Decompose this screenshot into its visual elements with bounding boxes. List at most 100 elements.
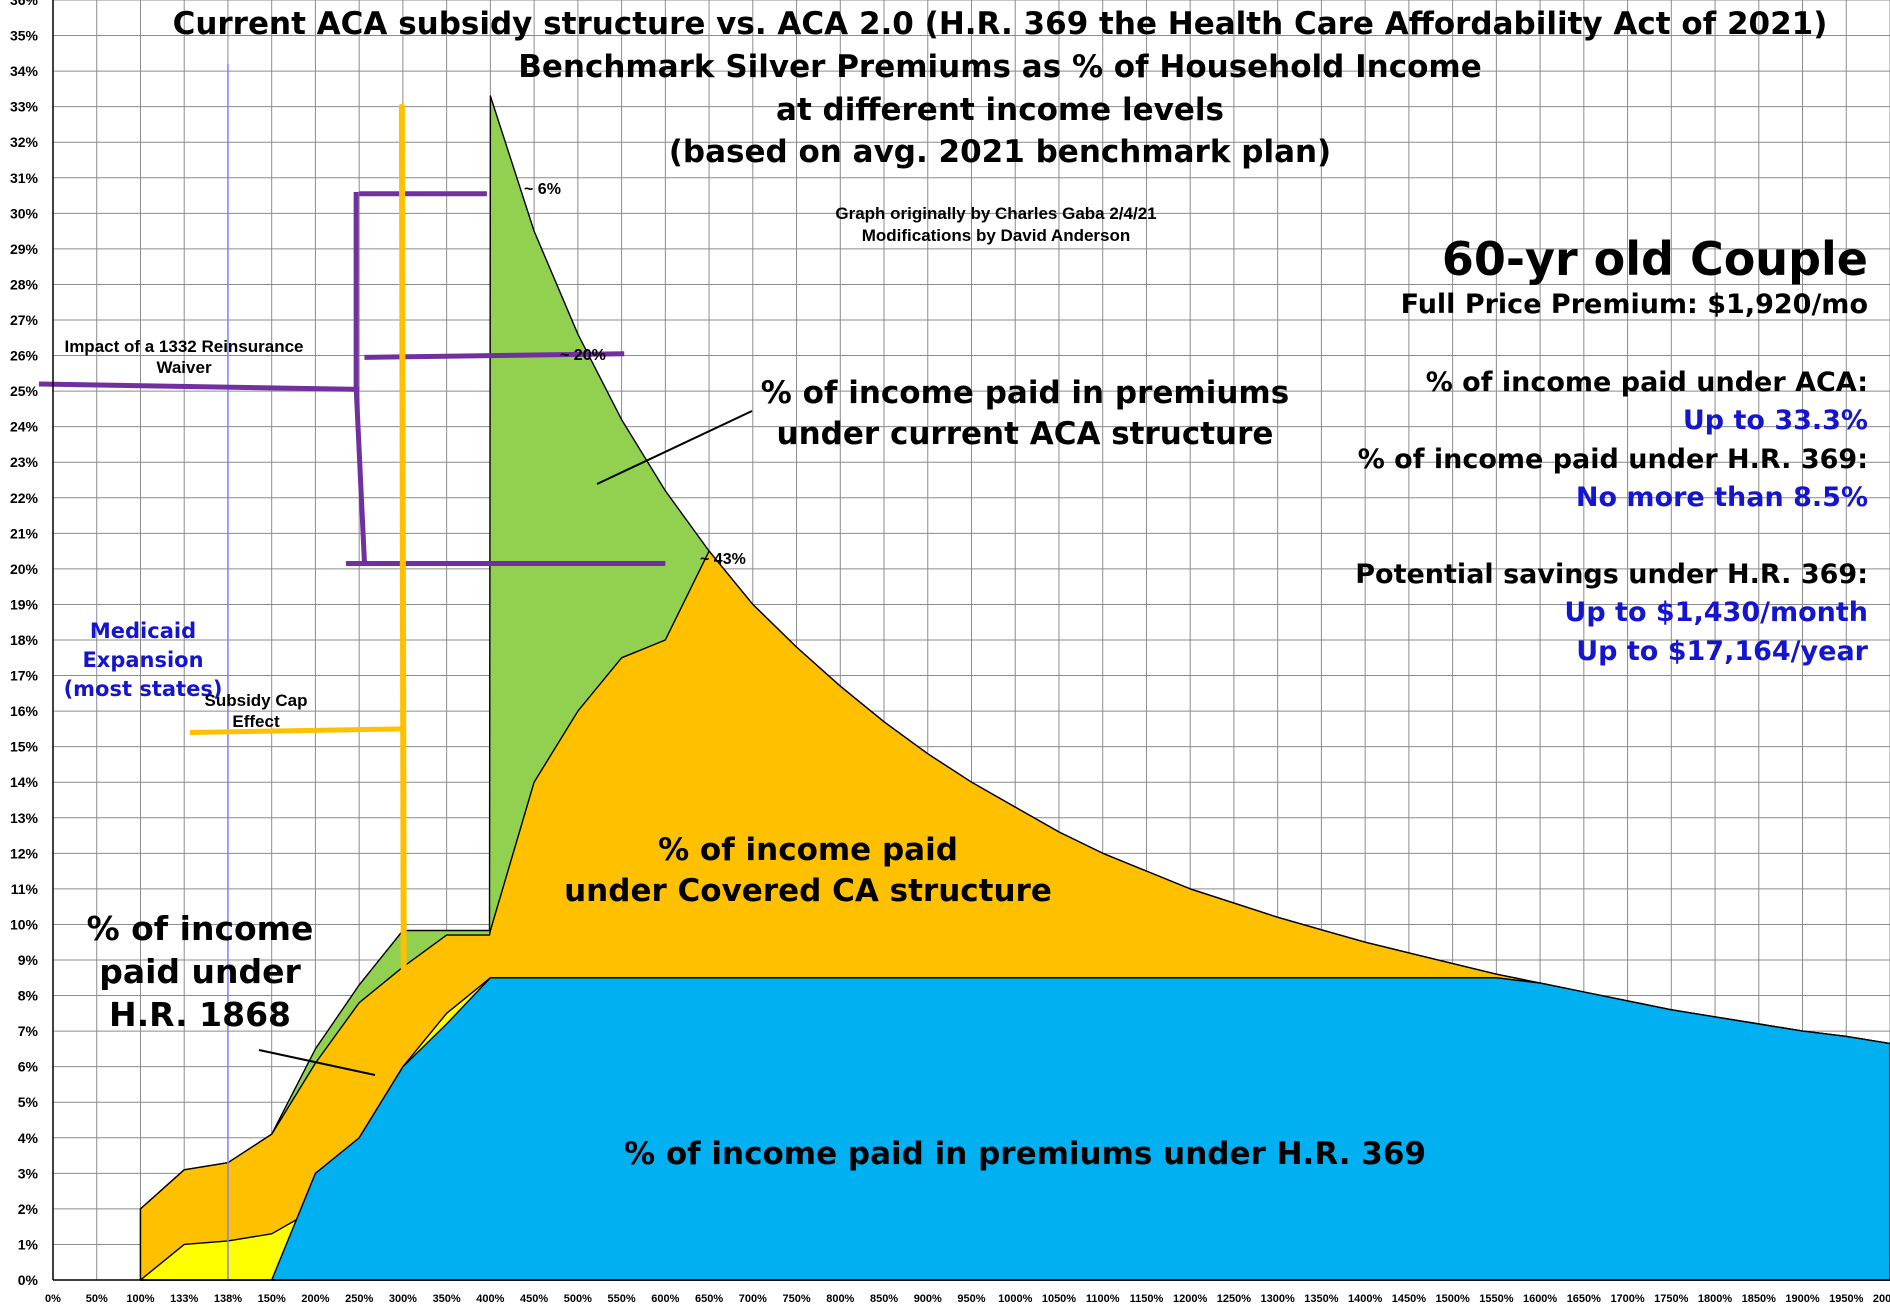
y-tick-label-28: 28%: [10, 276, 39, 292]
x-tick-label-800: 800%: [826, 1293, 854, 1305]
axis-layer: 0% 1% 2% 3% 4% 5% 6% 7% 8% 9% 10% 11% 12% 13% 14% 15% 16…: [10, 0, 1890, 1305]
info-aca-value: Up to 33.3%: [1683, 405, 1868, 436]
x-tick-label-1500: 1500%: [1435, 1293, 1469, 1305]
chart-title-line-3: at different income levels: [776, 92, 1224, 128]
x-tick-label-150: 150%: [258, 1293, 286, 1305]
x-tick-label-1400: 1400%: [1348, 1293, 1382, 1305]
y-tick-label-0: 0%: [18, 1272, 39, 1288]
credit-line-2: Modifications by David Anderson: [862, 226, 1131, 245]
y-tick-label-11: 11%: [11, 881, 39, 897]
chart-title-line-2: Benchmark Silver Premiums as % of Househ…: [518, 49, 1482, 85]
covered-ca-area-label-line-1: % of income paid: [658, 832, 958, 868]
y-tick-label-3: 3%: [18, 1165, 39, 1181]
x-tick-label-133: 133%: [170, 1293, 198, 1305]
reinsurance-pointer: [38, 381, 360, 392]
x-tick-label-900: 900%: [914, 1293, 942, 1305]
x-tick-label-550: 550%: [608, 1293, 636, 1305]
y-tick-label-33: 33%: [10, 99, 39, 115]
y-tick-label-30: 30%: [10, 205, 39, 221]
reinsurance-label-line-1: Impact of a 1332 Reinsurance: [64, 337, 303, 356]
x-tick-label-1350: 1350%: [1304, 1293, 1338, 1305]
x-tick-label-400: 400%: [476, 1293, 504, 1305]
info-savings-label: Potential savings under H.R. 369:: [1355, 559, 1868, 590]
x-tick-label-250: 250%: [345, 1293, 373, 1305]
y-tick-label-17: 17%: [10, 668, 39, 684]
y-tick-label-8: 8%: [18, 988, 39, 1004]
info-aca-label: % of income paid under ACA:: [1426, 367, 1868, 398]
y-tick-label-27: 27%: [10, 312, 39, 328]
y-tick-label-24: 24%: [10, 419, 39, 435]
x-tick-label-1300: 1300%: [1261, 1293, 1295, 1305]
covered-ca-area-label-line-2: under Covered CA structure: [564, 873, 1052, 909]
x-tick-label-1000: 1000%: [998, 1293, 1032, 1305]
y-tick-label-12: 12%: [10, 845, 39, 861]
info-savings-year: Up to $17,164/year: [1576, 636, 1868, 667]
x-tick-label-50: 50%: [86, 1293, 108, 1305]
x-tick-label-350: 350%: [433, 1293, 461, 1305]
x-tick-label-138: 138%: [214, 1293, 242, 1305]
x-tick-label-200: 200%: [301, 1293, 329, 1305]
medicaid-label-line-1: Medicaid: [90, 619, 196, 643]
x-tick-label-850: 850%: [870, 1293, 898, 1305]
misc-annotations: Medicaid Expansion (most states) Subsidy…: [64, 181, 746, 731]
x-tick-label-1550: 1550%: [1479, 1293, 1513, 1305]
hr1868-area-label-line-1: % of income: [87, 909, 314, 948]
y-tick-label-35: 35%: [10, 28, 39, 44]
pct-43-label: ~ 43%: [700, 551, 746, 568]
area-layer: [139, 95, 1890, 1281]
x-tick-label-300: 300%: [389, 1293, 417, 1305]
y-tick-label-6: 6%: [18, 1059, 39, 1075]
x-tick-label-500: 500%: [564, 1293, 592, 1305]
y-tick-label-1: 1%: [18, 1236, 39, 1252]
y-tick-label-9: 9%: [18, 952, 39, 968]
y-tick-label-32: 32%: [10, 134, 39, 150]
y-tick-label-18: 18%: [10, 632, 39, 648]
x-tick-label-100: 100%: [126, 1293, 154, 1305]
y-tick-label-25: 25%: [10, 383, 39, 399]
x-tick-label-1950: 1950%: [1829, 1293, 1863, 1305]
x-tick-label-0: 0%: [45, 1293, 61, 1305]
x-tick-label-1800: 1800%: [1698, 1293, 1732, 1305]
x-tick-label-1250: 1250%: [1217, 1293, 1251, 1305]
y-tick-label-16: 16%: [10, 703, 39, 719]
info-hr369-label: % of income paid under H.R. 369:: [1358, 444, 1868, 475]
area-hr369: [271, 977, 1890, 1281]
overlay-layer: [38, 64, 753, 1280]
x-tick-label-1650: 1650%: [1567, 1293, 1601, 1305]
y-tick-label-23: 23%: [10, 454, 39, 470]
info-heading: 60-yr old Couple: [1442, 232, 1868, 286]
x-tick-label-750: 750%: [782, 1293, 810, 1305]
hr1868-area-label-line-2: paid under: [99, 952, 301, 991]
y-tick-label-22: 22%: [10, 490, 39, 506]
y-tick-label-7: 7%: [18, 1023, 39, 1039]
credit-line-1: Graph originally by Charles Gaba 2/4/21: [835, 204, 1156, 223]
pct-20-label: ~ 20%: [560, 347, 606, 364]
pct-6-label: ~ 6%: [524, 181, 561, 198]
x-tick-label-600: 600%: [651, 1293, 679, 1305]
y-tick-label-34: 34%: [10, 63, 39, 79]
reinsurance-mid-arm: [364, 351, 625, 360]
x-tick-label-700: 700%: [739, 1293, 767, 1305]
reinsurance-label-line-2: Waiver: [156, 358, 212, 377]
area-labels: % of income paid in premiums under curre…: [87, 375, 1426, 1172]
y-tick-label-19: 19%: [10, 596, 39, 612]
info-panel: 60-yr old Couple Full Price Premium: $1,…: [1355, 232, 1868, 667]
x-tick-label-1700: 1700%: [1610, 1293, 1644, 1305]
y-tick-label-2: 2%: [18, 1201, 39, 1217]
x-tick-label-1600: 1600%: [1523, 1293, 1557, 1305]
x-tick-label-1750: 1750%: [1654, 1293, 1688, 1305]
info-full-price: Full Price Premium: $1,920/mo: [1401, 289, 1868, 320]
x-tick-label-2000: 2000%: [1873, 1293, 1890, 1305]
subsidy-cap-pointer: [189, 726, 403, 735]
x-tick-label-1850: 1850%: [1742, 1293, 1776, 1305]
y-tick-label-29: 29%: [10, 241, 39, 257]
x-tick-label-450: 450%: [520, 1293, 548, 1305]
y-tick-label-31: 31%: [10, 170, 39, 186]
y-tick-label-15: 15%: [10, 739, 39, 755]
x-tick-label-650: 650%: [695, 1293, 723, 1305]
y-tick-label-5: 5%: [18, 1094, 39, 1110]
medicaid-label-line-2: Expansion: [82, 648, 203, 672]
y-tick-label-10: 10%: [10, 916, 39, 932]
y-tick-label-4: 4%: [18, 1130, 39, 1146]
